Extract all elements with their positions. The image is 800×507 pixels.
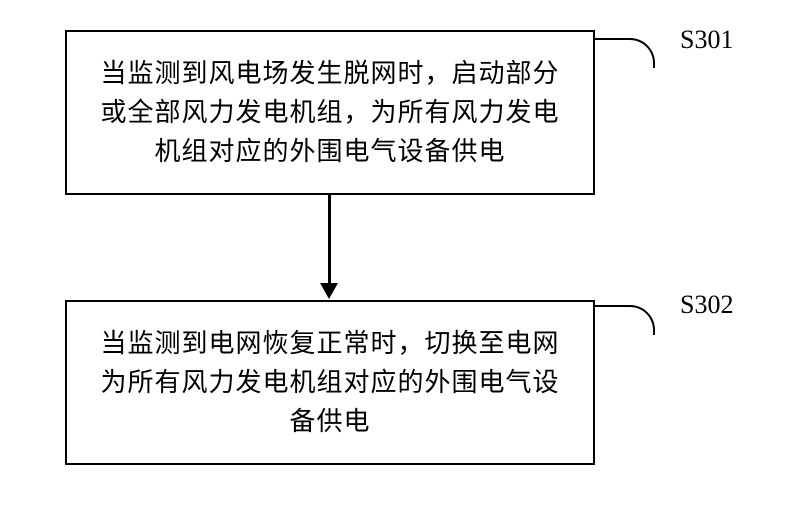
flow-step-2: 当监测到电网恢复正常时，切换至电网为所有风力发电机组对应的外围电气设备供电	[65, 300, 595, 465]
flow-step-2-text: 当监测到电网恢复正常时，切换至电网为所有风力发电机组对应的外围电气设备供电	[91, 324, 569, 441]
arrow-head-1	[320, 283, 338, 299]
connector-1	[595, 38, 655, 68]
connector-2	[595, 305, 655, 335]
step-label-2: S302	[680, 290, 733, 320]
flow-step-1-text: 当监测到风电场发生脱网时，启动部分或全部风力发电机组，为所有风力发电机组对应的外…	[91, 54, 569, 171]
step-label-1: S301	[680, 25, 733, 55]
flowchart-container: 当监测到风电场发生脱网时，启动部分或全部风力发电机组，为所有风力发电机组对应的外…	[0, 0, 800, 507]
flow-step-1: 当监测到风电场发生脱网时，启动部分或全部风力发电机组，为所有风力发电机组对应的外…	[65, 30, 595, 195]
arrow-line-1	[328, 195, 331, 283]
